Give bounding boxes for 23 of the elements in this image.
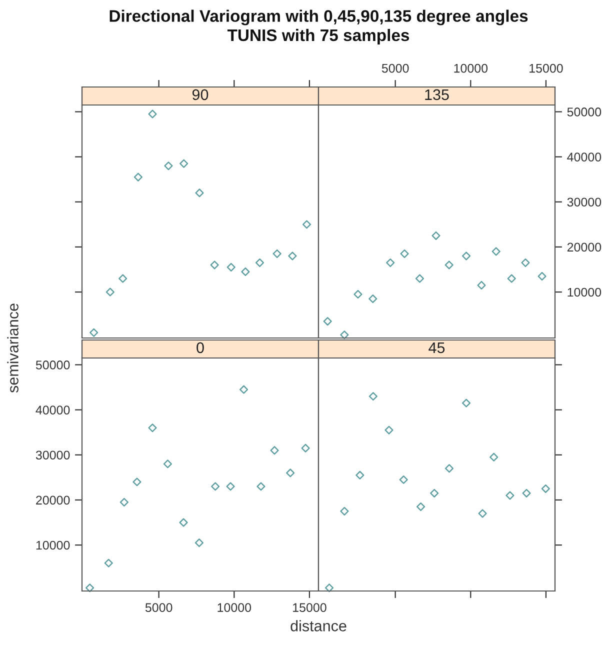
y-tick-label: 30000 — [567, 198, 602, 207]
x-tick-label: 15000 — [293, 603, 326, 612]
x-axis-title: distance — [290, 620, 346, 632]
y-tick-label: 20000 — [36, 496, 70, 505]
y-tick-label: 50000 — [567, 108, 602, 116]
y-tick-label: 50000 — [36, 360, 70, 370]
y-axis-title: semivariance — [7, 304, 18, 393]
y-tick-label: 20000 — [567, 242, 602, 252]
y-tick-label: 40000 — [567, 152, 602, 162]
y-tick-label: 40000 — [36, 406, 70, 414]
x-tick-label: 15000 — [530, 64, 563, 73]
chart-title: 90 — [192, 89, 208, 100]
x-tick-label: 5000 — [382, 64, 409, 73]
x-tick-label: 10000 — [454, 64, 488, 73]
chart-title: 45 — [428, 342, 445, 354]
y-tick-label: 10000 — [568, 288, 602, 297]
y-tick-label: 10000 — [36, 540, 70, 550]
chart-title: 135 — [425, 89, 449, 100]
chart-title: 0 — [196, 342, 204, 354]
y-tick-label: 30000 — [36, 450, 70, 460]
text: Directional Variogram with 0,45,90,135 degree angles TUNIS with 75 samples — [110, 10, 528, 44]
x-tick-label: 5000 — [145, 603, 172, 612]
x-tick-label: 10000 — [218, 603, 252, 612]
